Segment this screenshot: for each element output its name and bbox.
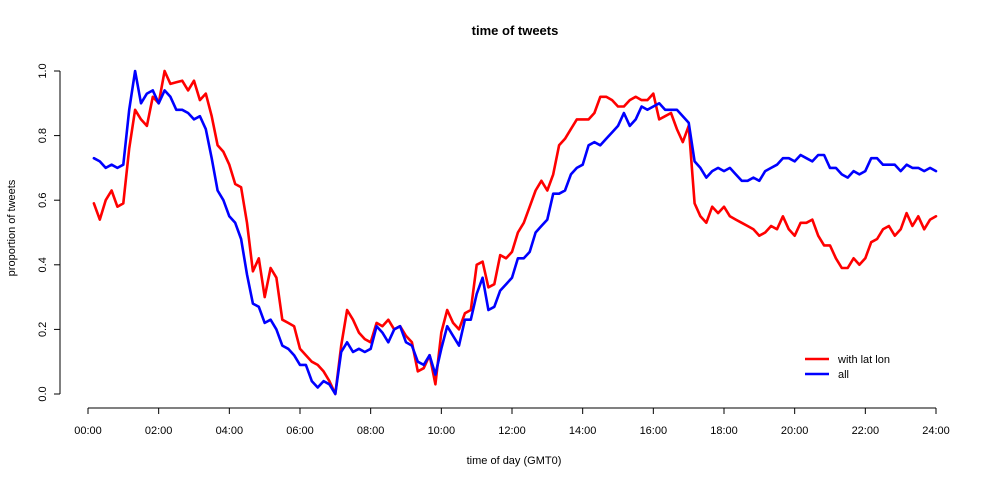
x-tick-label: 04:00	[216, 425, 244, 437]
y-tick-label: 1.0	[37, 63, 49, 78]
series-line-all	[92, 69, 938, 396]
x-tick-label: 14:00	[569, 425, 597, 437]
x-axis: 00:00 02:00 04:00 06:00 08:00 10:00 12:00 14:00…	[74, 407, 950, 437]
x-tick-label: 24:00	[922, 425, 950, 437]
legend: with lat lon all	[805, 354, 890, 381]
chart-title: time of tweets	[472, 23, 559, 38]
x-tick-label: 12:00	[498, 425, 526, 437]
x-tick-label: 22:00	[852, 425, 880, 437]
x-tick-label: 18:00	[710, 425, 738, 437]
series-line-with-lat-lon	[92, 69, 938, 396]
series-layer	[92, 69, 938, 396]
y-tick-label: 0.6	[37, 193, 49, 208]
x-tick-label: 08:00	[357, 425, 385, 437]
y-tick-label: 0.0	[37, 386, 49, 401]
x-tick-label: 02:00	[145, 425, 173, 437]
x-axis-title: time of day (GMT0)	[467, 455, 562, 467]
x-tick-label: 06:00	[286, 425, 314, 437]
y-tick-label: 0.2	[37, 322, 49, 337]
y-tick-label: 0.8	[37, 128, 49, 143]
x-tick-label: 00:00	[74, 425, 102, 437]
x-tick-label: 10:00	[428, 425, 456, 437]
y-tick-label: 0.4	[37, 257, 49, 272]
legend-label: with lat lon	[837, 354, 890, 366]
x-tick-label: 16:00	[640, 425, 668, 437]
legend-label: all	[838, 369, 849, 381]
x-tick-label: 20:00	[781, 425, 809, 437]
y-axis-title: proportion of tweets	[6, 179, 18, 276]
y-axis: 0.0 0.2 0.4 0.6 0.8 1.0	[37, 63, 61, 402]
